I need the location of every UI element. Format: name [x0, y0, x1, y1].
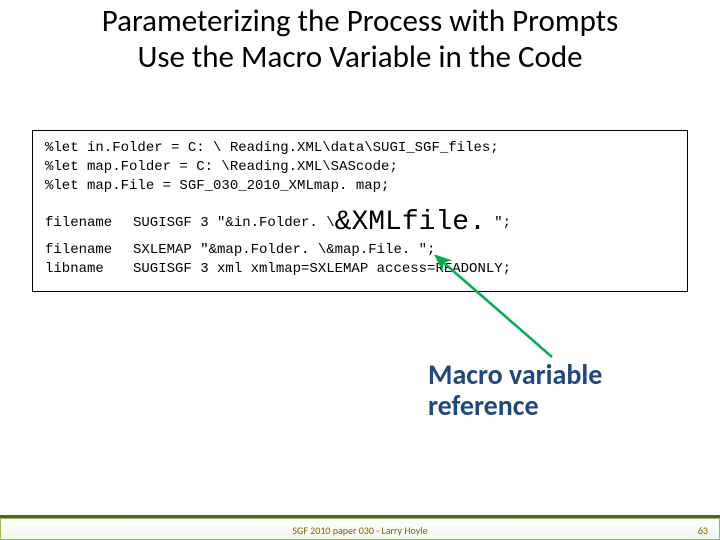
code-let-3: %let map.File = SGF_030_2010_XMLmap. map…	[45, 177, 675, 196]
code-fn2-rest: SXLEMAP "&map.Folder. \&map.File. ";	[133, 242, 435, 258]
code-fn2-keyword: filename	[45, 241, 133, 260]
callout-line-2: reference	[428, 391, 668, 422]
code-fn3-keyword: libname	[45, 260, 133, 279]
code-let-2: %let map.Folder = C: \Reading.XML\SAScod…	[45, 158, 675, 177]
code-let-1: %let in.Folder = C: \ Reading.XML\data\S…	[45, 139, 675, 158]
title-block: Parameterizing the Process with Prompts …	[0, 0, 720, 75]
code-filename-2: filenameSXLEMAP "&map.Folder. \&map.File…	[45, 241, 675, 260]
slide: Parameterizing the Process with Prompts …	[0, 0, 720, 540]
code-filename-1: filenameSUGISGF 3 "&in.Folder. \&XMLfile…	[45, 204, 675, 242]
callout-line-1: Macro variable	[428, 360, 668, 391]
title-line-2: Use the Macro Variable in the Code	[20, 40, 700, 76]
callout-label: Macro variable reference	[428, 360, 668, 422]
footer-text: SGF 2010 paper 030 - Larry Hoyle	[0, 524, 720, 537]
code-fn1-keyword: filename	[45, 214, 133, 233]
code-fn1-part-b: ";	[486, 215, 511, 231]
code-fn1-part-a: SUGISGF 3 "&in.Folder. \	[133, 215, 335, 231]
macro-variable-emph: &XMLfile.	[335, 207, 486, 238]
code-fn3-rest: SUGISGF 3 xml xmlmap=SXLEMAP access=READ…	[133, 261, 511, 277]
title-line-1: Parameterizing the Process with Prompts	[20, 4, 700, 40]
code-box: %let in.Folder = C: \ Reading.XML\data\S…	[32, 130, 688, 292]
code-spacer	[45, 196, 675, 204]
code-libname: libnameSUGISGF 3 xml xmlmap=SXLEMAP acce…	[45, 260, 675, 279]
footer-page-number: 63	[698, 524, 708, 537]
